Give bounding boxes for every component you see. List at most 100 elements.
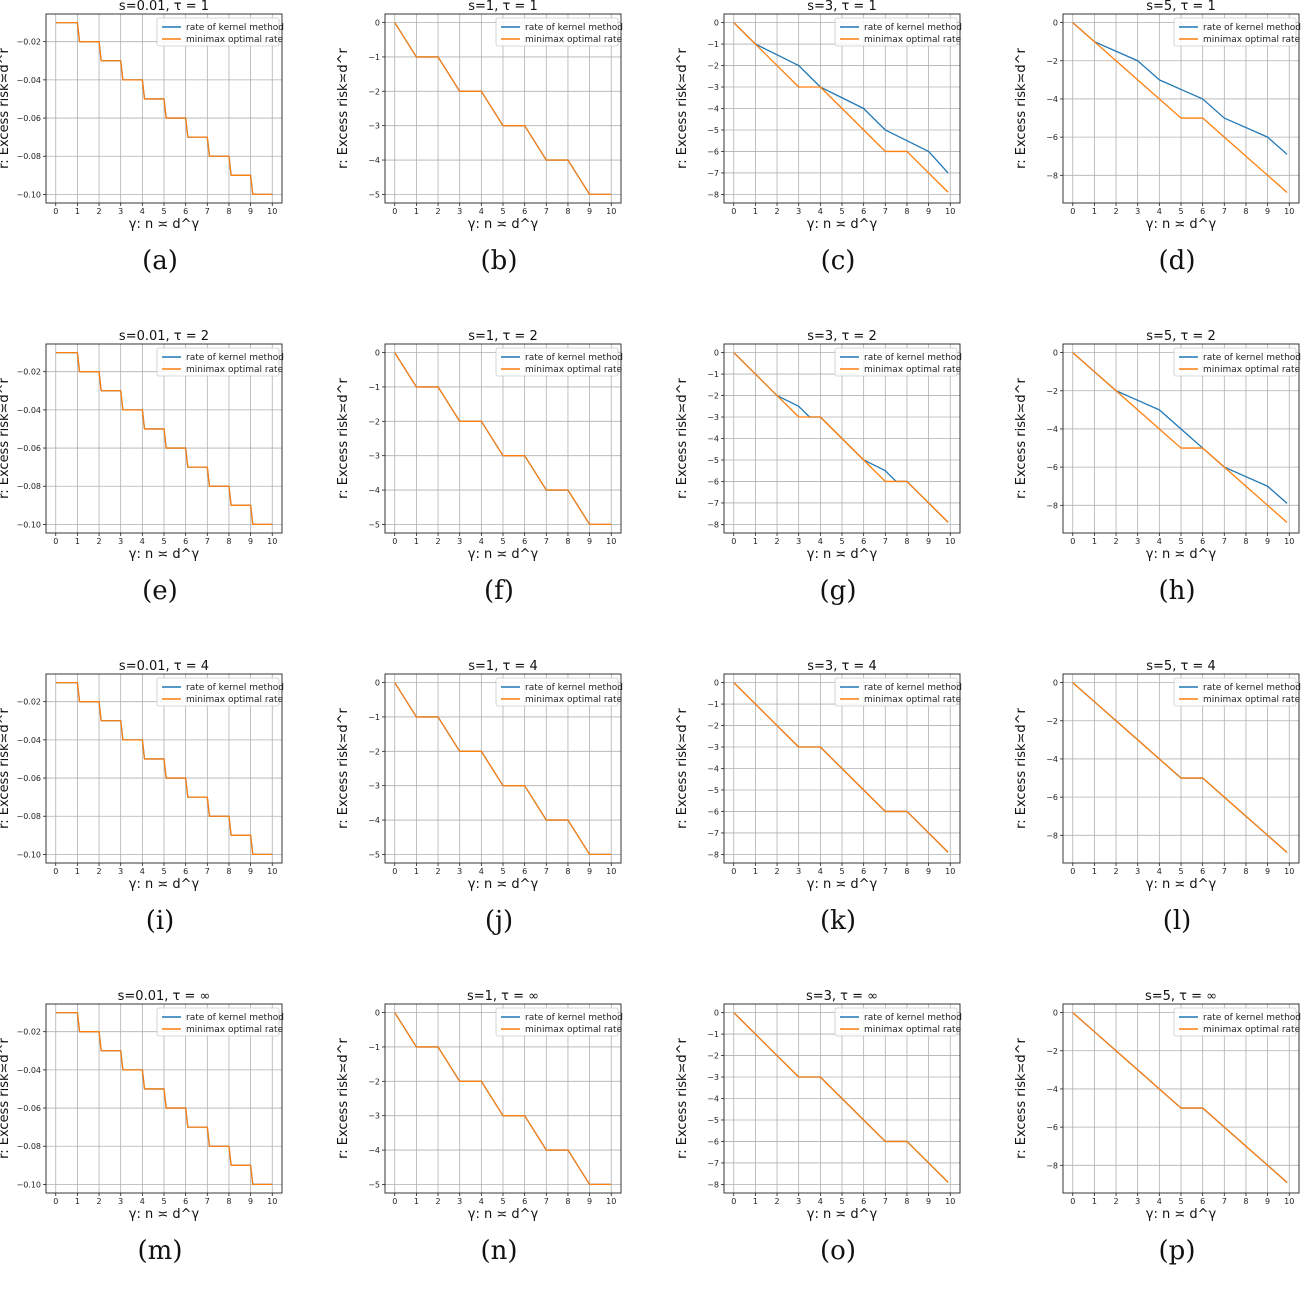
chart-title: s=5, τ = 1 xyxy=(1146,0,1215,14)
x-tick-label: 5 xyxy=(1178,537,1183,546)
y-tick-label: −0.10 xyxy=(16,190,41,199)
legend-box xyxy=(156,1007,280,1037)
series-line-minimax-optimal xyxy=(394,22,612,196)
y-axis-label: r: Excess risk≍d^r xyxy=(1014,707,1029,828)
legend-box xyxy=(834,1007,958,1037)
y-tick-label: −0.02 xyxy=(16,368,41,377)
x-tick-label: 8 xyxy=(565,1197,570,1206)
x-tick-label: 7 xyxy=(1222,537,1227,546)
y-tick-label: −5 xyxy=(707,786,719,795)
y-axis-label: r: Excess risk≍d^r xyxy=(1014,377,1029,498)
legend: rate of kernel method minimax optimal rat… xyxy=(1173,1007,1301,1037)
legend-entry: rate of kernel method xyxy=(186,683,284,693)
chart-svg-a: s=0.01, τ = 1 0 1 2 3 4 5 6 7 8 9 10 −0.02 −0.04 −0.06… xyxy=(0,0,284,232)
legend-entry: minimax optimal rate xyxy=(186,365,284,375)
y-tick-label: −2 xyxy=(368,87,380,96)
y-tick-label: −0.02 xyxy=(16,1028,41,1037)
x-tick-label: 3 xyxy=(1135,867,1140,876)
chart-title: s=3, τ = 2 xyxy=(807,329,876,344)
legend-box xyxy=(495,347,619,377)
legend-box xyxy=(1173,677,1297,707)
panel-caption: (o) xyxy=(820,1236,856,1266)
legend-entry: minimax optimal rate xyxy=(525,365,623,375)
x-tick-label: 9 xyxy=(248,207,253,216)
legend-entry: rate of kernel method xyxy=(1203,23,1301,33)
x-tick-label: 9 xyxy=(926,207,931,216)
x-tick-label: 0 xyxy=(731,207,736,216)
x-tick-label: 7 xyxy=(544,867,549,876)
y-tick-label: −5 xyxy=(707,1116,719,1125)
x-axis-label: γ: n ≍ d^γ xyxy=(468,1207,539,1222)
x-tick-label: 5 xyxy=(1178,207,1183,216)
chart-svg-n: s=1, τ = ∞ 0 1 2 3 4 5 6 7 8 9 10 0 −1 −2 −3 −4 −5 rate of… xyxy=(336,989,623,1222)
axes-frame xyxy=(1062,13,1300,204)
chart-panel-k: s=3, τ = 4 0 1 2 3 4 5 6 7 8 9 10 0 −1 −2 −3 −4 −5 −6 −7 −8 r… xyxy=(675,659,998,978)
x-tick-label: 1 xyxy=(414,867,419,876)
y-tick-label: −0.04 xyxy=(16,736,41,745)
legend: rate of kernel method minimax optimal rat… xyxy=(1173,677,1301,707)
chart-title: s=1, τ = ∞ xyxy=(467,989,539,1004)
x-tick-label: 1 xyxy=(753,867,758,876)
x-tick-label: 5 xyxy=(839,867,844,876)
legend-entry: minimax optimal rate xyxy=(1203,35,1301,45)
y-tick-label: −2 xyxy=(707,62,719,71)
y-tick-label: −3 xyxy=(707,413,719,422)
x-tick-label: 0 xyxy=(392,867,397,876)
x-tick-label: 7 xyxy=(883,207,888,216)
chart-svg-e: s=0.01, τ = 2 0 1 2 3 4 5 6 7 8 9 10 −0.02 −0.04 −0.06… xyxy=(0,329,284,562)
legend-entry: rate of kernel method xyxy=(1203,683,1301,693)
series-line-minimax-optimal xyxy=(55,351,273,526)
x-axis-label: γ: n ≍ d^γ xyxy=(807,217,878,232)
y-axis-label: r: Excess risk≍d^r xyxy=(336,377,351,498)
x-tick-label: 6 xyxy=(1200,1197,1205,1206)
x-axis-label: γ: n ≍ d^γ xyxy=(129,877,200,892)
legend-entry: rate of kernel method xyxy=(525,353,623,363)
legend-entry: minimax optimal rate xyxy=(1203,1025,1301,1035)
legend-entry: rate of kernel method xyxy=(864,353,962,363)
y-tick-label: −3 xyxy=(368,122,380,131)
x-tick-label: 7 xyxy=(544,537,549,546)
y-tick-label: −7 xyxy=(707,499,719,508)
chart-svg-m: s=0.01, τ = ∞ 0 1 2 3 4 5 6 7 8 9 10 −0.02 −0.04 −0.06… xyxy=(0,989,284,1222)
x-tick-label: 5 xyxy=(161,207,166,216)
chart-title: s=0.01, τ = 2 xyxy=(119,329,209,344)
x-tick-label: 1 xyxy=(1092,867,1097,876)
chart-title: s=0.01, τ = 4 xyxy=(119,659,209,674)
x-tick-label: 3 xyxy=(1135,207,1140,216)
legend: rate of kernel method minimax optimal rat… xyxy=(834,1007,962,1037)
series-line-minimax-optimal xyxy=(1072,352,1288,523)
y-tick-label: −7 xyxy=(707,169,719,178)
legend-entry: rate of kernel method xyxy=(864,23,962,33)
y-tick-label: −2 xyxy=(707,722,719,731)
axes-frame xyxy=(384,343,622,534)
legend-box xyxy=(834,347,958,377)
x-tick-label: 0 xyxy=(1070,867,1075,876)
panel-caption: (j) xyxy=(484,906,514,936)
x-tick-label: 1 xyxy=(414,207,419,216)
y-axis-label: r: Excess risk≍d^r xyxy=(336,47,351,168)
chart-svg-b: s=1, τ = 1 0 1 2 3 4 5 6 7 8 9 10 0 −1 −2 −3 −4 −5 rate of… xyxy=(336,0,623,232)
x-tick-label: 5 xyxy=(500,1197,505,1206)
legend-entry: rate of kernel method xyxy=(864,1013,962,1023)
chart-panel-p: s=5, τ = ∞ 0 1 2 3 4 5 6 7 8 9 10 0 −2 −4 −6 −8 rate of k… xyxy=(1014,989,1311,1308)
y-tick-label: −6 xyxy=(1046,793,1058,802)
x-tick-label: 10 xyxy=(606,537,616,546)
series-line-kernel-method xyxy=(733,22,949,174)
axes-frame xyxy=(45,343,283,534)
panel-caption: (k) xyxy=(819,906,857,936)
chart-svg-g: s=3, τ = 2 0 1 2 3 4 5 6 7 8 9 10 0 −1 −2 −3 −4 −5 −6 −7 −8 r… xyxy=(675,329,962,562)
legend-entry: rate of kernel method xyxy=(1203,1013,1301,1023)
chart-svg-l: s=5, τ = 4 0 1 2 3 4 5 6 7 8 9 10 0 −2 −4 −6 −8 rate of k… xyxy=(1014,659,1301,892)
x-tick-label: 5 xyxy=(161,1197,166,1206)
x-tick-label: 0 xyxy=(392,537,397,546)
y-tick-label: 0 xyxy=(714,1009,719,1018)
x-tick-label: 1 xyxy=(753,1197,758,1206)
panel-caption: (e) xyxy=(142,576,178,606)
legend-box xyxy=(156,677,280,707)
series-line-minimax-optimal xyxy=(55,1011,273,1186)
y-tick-label: −1 xyxy=(368,383,380,392)
x-tick-label: 8 xyxy=(565,207,570,216)
y-tick-label: −5 xyxy=(368,1180,380,1189)
series-line-minimax-optimal xyxy=(55,681,273,856)
x-tick-label: 3 xyxy=(118,867,123,876)
